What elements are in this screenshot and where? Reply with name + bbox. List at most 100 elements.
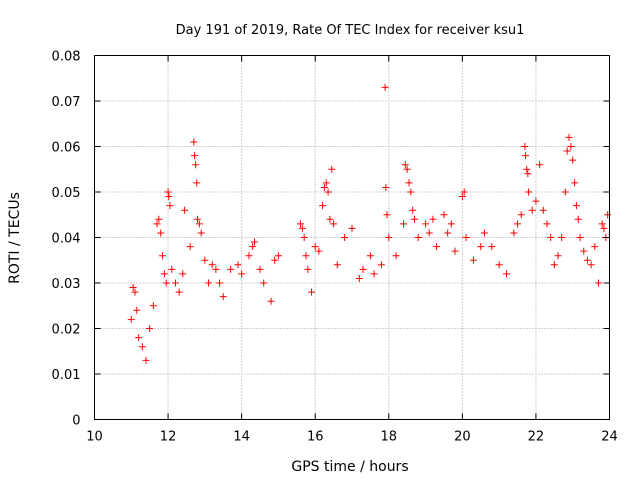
data-point — [256, 265, 264, 273]
data-point — [558, 234, 566, 241]
data-point — [146, 325, 154, 332]
data-point — [429, 215, 437, 223]
data-point — [320, 183, 328, 191]
data-point — [355, 274, 363, 282]
y-tick-label: 0 — [72, 414, 80, 429]
y-axis-label: ROTI / TECUs — [7, 192, 23, 284]
data-point — [179, 270, 187, 278]
data-point — [328, 165, 336, 173]
data-point — [192, 161, 200, 169]
data-point — [171, 279, 179, 287]
data-point — [591, 243, 599, 251]
data-point — [348, 224, 356, 232]
data-point — [366, 252, 374, 260]
data-point — [212, 265, 220, 273]
data-point — [249, 243, 257, 251]
data-point — [405, 179, 413, 187]
data-point — [409, 206, 417, 214]
data-point — [131, 288, 139, 296]
data-point — [166, 202, 174, 210]
data-point — [149, 302, 157, 310]
data-point — [377, 261, 385, 269]
data-point — [311, 243, 319, 251]
data-point — [129, 284, 137, 292]
data-point — [561, 188, 569, 196]
data-point — [194, 215, 201, 223]
y-tick-label: 0.06 — [52, 141, 81, 156]
data-point — [219, 293, 227, 301]
data-point — [162, 279, 170, 287]
y-tick-label: 0.04 — [52, 232, 81, 247]
data-point — [370, 270, 378, 278]
data-point — [159, 252, 167, 260]
data-point — [157, 229, 165, 237]
x-tick-label: 22 — [528, 430, 545, 445]
data-point — [536, 161, 544, 169]
data-point — [523, 165, 531, 173]
data-point — [594, 279, 602, 287]
data-point — [381, 83, 389, 91]
data-point — [488, 243, 496, 251]
data-point — [604, 211, 612, 219]
data-point — [444, 229, 452, 237]
data-point — [251, 238, 259, 246]
data-point — [563, 147, 571, 155]
data-point — [227, 265, 235, 273]
data-point — [440, 211, 448, 219]
data-point — [138, 343, 146, 351]
data-point — [165, 193, 173, 201]
data-point — [193, 179, 201, 187]
data-point — [517, 211, 525, 219]
data-point — [414, 234, 422, 241]
y-tick-label: 0.05 — [52, 186, 81, 201]
data-point — [234, 261, 242, 269]
data-point — [598, 220, 606, 228]
data-point — [477, 243, 485, 251]
data-point — [201, 256, 209, 264]
data-point — [425, 229, 433, 237]
data-point — [576, 234, 584, 241]
data-point — [385, 234, 393, 241]
data-point — [197, 229, 205, 237]
data-point — [569, 156, 577, 164]
x-tick-label: 14 — [233, 430, 250, 445]
plot-frame — [94, 55, 610, 420]
data-point — [469, 256, 477, 264]
x-axis-label: GPS time / hours — [291, 459, 408, 475]
data-point — [186, 243, 194, 251]
data-point — [451, 247, 459, 255]
chart-title: Day 191 of 2019, Rate Of TEC Index for r… — [176, 23, 525, 38]
data-point — [326, 215, 334, 223]
data-point — [567, 143, 575, 150]
data-point — [324, 188, 332, 196]
data-point — [300, 234, 308, 241]
data-point — [547, 234, 555, 241]
data-point — [524, 170, 532, 178]
data-point — [600, 224, 608, 232]
data-point — [528, 206, 536, 214]
y-tick-label: 0.02 — [52, 323, 81, 338]
data-point — [480, 229, 488, 237]
data-point — [153, 220, 161, 228]
data-point — [514, 220, 522, 228]
data-point — [191, 152, 199, 160]
data-point — [205, 279, 213, 287]
data-point — [382, 183, 390, 191]
data-point — [322, 179, 330, 187]
data-point — [539, 206, 547, 214]
data-point — [245, 252, 253, 260]
data-point — [587, 261, 595, 269]
axis-ticks — [94, 55, 610, 420]
data-point — [341, 234, 349, 241]
data-point — [333, 261, 341, 269]
data-point — [574, 215, 582, 223]
data-point — [433, 243, 441, 251]
data-point — [503, 270, 510, 278]
data-point — [510, 229, 518, 237]
data-point — [447, 220, 455, 228]
x-tick-label: 20 — [454, 430, 471, 445]
data-point — [571, 179, 579, 187]
data-point — [550, 261, 558, 269]
y-tick-label: 0.01 — [52, 368, 81, 383]
data-point — [181, 206, 189, 214]
